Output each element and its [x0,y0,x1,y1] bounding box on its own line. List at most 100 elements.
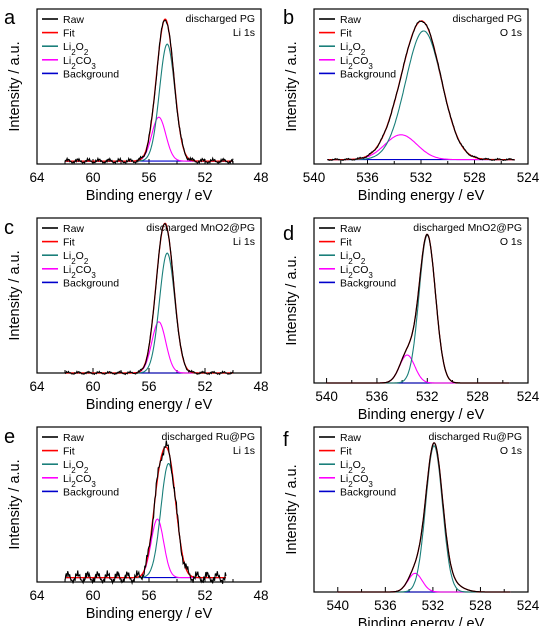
y-axis-title: Intensity / a.u. [7,41,23,131]
y-axis-title: Intensity / a.u. [7,250,23,340]
x-axis-title: Binding energy / eV [86,606,213,622]
fit-line [65,446,226,579]
panel-b: b 540 536 532 528 524 Binding energy / eV Inten… [283,7,540,204]
legend-label-background: Background [63,277,119,289]
core-level-label: Li 1s [233,236,255,248]
x-tick-label: 52 [197,170,212,185]
sample-label: discharged PG [186,13,255,25]
x-tick-label: 540 [327,598,350,613]
y-axis-title: Intensity / a.u. [284,464,300,554]
raw-line [327,20,515,162]
legend-label-raw: Raw [63,223,84,235]
x-tick-label: 536 [366,389,389,404]
sample-label: discharged MnO2@PG [413,222,522,234]
panel-letter: f [283,429,289,451]
legend-label-li2o2: Li2O2 [340,41,366,57]
legend-label-li2co3: Li2CO3 [63,55,96,71]
legend-label-raw: Raw [340,14,361,26]
sample-label: discharged Ru@PG [428,431,522,443]
li2co3-peak [326,354,510,384]
x-axis-title: Binding energy / eV [86,397,213,413]
x-axis-title: Binding energy / eV [86,188,213,204]
x-tick-label: 532 [422,598,445,613]
li2co3-peak [327,134,515,161]
x-tick-label: 540 [303,170,326,185]
x-tick-label: 64 [29,379,45,394]
x-tick-label: 56 [141,379,156,394]
x-axis-title: Binding energy / eV [358,616,485,626]
legend-label-fit: Fit [63,237,75,249]
x-tick-label: 532 [410,170,433,185]
x-axis-title: Binding energy / eV [358,407,485,423]
x-tick-label: 48 [253,170,268,185]
x-tick-label: 532 [416,389,439,404]
legend-label-li2o2: Li2O2 [340,250,366,266]
legend-label-fit: Fit [340,28,352,40]
legend-label-li2o2: Li2O2 [340,459,366,475]
legend-label-li2co3: Li2CO3 [340,264,373,280]
li2co3-peak [65,518,226,579]
legend-label-background: Background [63,486,119,498]
legend-label-raw: Raw [340,432,361,444]
core-level-label: O 1s [500,236,522,248]
panel-c: c 64 60 56 52 48 Binding energy / eV Intensity … [4,217,269,413]
x-tick-label: 56 [141,170,156,185]
li2co3-peak [337,572,511,593]
legend-label-li2o2: Li2O2 [63,41,89,57]
x-tick-label: 528 [466,389,489,404]
x-tick-label: 64 [29,170,45,185]
legend-label-background: Background [340,68,396,80]
panel-letter: a [4,7,16,29]
legend-label-fit: Fit [63,446,75,458]
x-tick-label: 528 [469,598,492,613]
legend-label-li2co3: Li2CO3 [340,473,373,489]
legend-label-li2co3: Li2CO3 [340,55,373,71]
x-tick-label: 48 [253,379,268,394]
x-tick-label: 60 [85,170,100,185]
panel-f: f 540 536 532 528 524 Binding energy / eV Inten… [283,426,540,626]
raw-line [64,440,227,586]
legend-label-li2co3: Li2CO3 [63,473,96,489]
panel-letter: c [4,217,14,239]
sample-label: discharged Ru@PG [161,431,255,443]
x-tick-label: 56 [141,588,156,603]
x-tick-label: 60 [85,379,100,394]
raw-line [326,233,510,384]
panel-d: d 540 536 532 528 524 Binding energy / eV Inten… [283,217,540,423]
raw-line [337,442,511,593]
legend-label-raw: Raw [63,432,84,444]
legend-label-background: Background [340,486,396,498]
legend-label-raw: Raw [340,223,361,235]
panel-a: a 64 60 56 52 48 Binding energy / eV Intensity … [4,7,269,204]
x-tick-label: 524 [517,389,540,404]
core-level-label: Li 1s [233,445,255,457]
x-tick-label: 52 [197,588,212,603]
y-axis-title: Intensity / a.u. [7,459,23,549]
core-level-label: O 1s [500,27,522,39]
x-tick-label: 60 [85,588,100,603]
legend-label-fit: Fit [340,446,352,458]
panel-e: e 64 60 56 52 48 Binding energy / eV Intensity … [4,426,269,622]
legend-label-fit: Fit [63,28,75,40]
panel-letter: d [283,223,294,245]
x-tick-label: 528 [463,170,486,185]
core-level-label: Li 1s [233,27,255,39]
legend-label-li2co3: Li2CO3 [63,264,96,280]
fit-line [65,222,233,374]
x-tick-label: 524 [517,170,540,185]
legend-label-fit: Fit [340,237,352,249]
x-tick-label: 48 [253,588,268,603]
y-axis-title: Intensity / a.u. [284,255,300,345]
legend-label-raw: Raw [63,14,84,26]
x-tick-label: 524 [517,598,540,613]
raw-line [64,19,234,165]
legend-label-background: Background [63,68,119,80]
x-tick-label: 64 [29,588,45,603]
raw-line [64,222,234,376]
x-tick-label: 52 [197,379,212,394]
panel-letter: b [283,7,294,29]
y-axis-title: Intensity / a.u. [284,41,300,131]
x-tick-label: 536 [374,598,397,613]
core-level-label: O 1s [500,445,522,457]
